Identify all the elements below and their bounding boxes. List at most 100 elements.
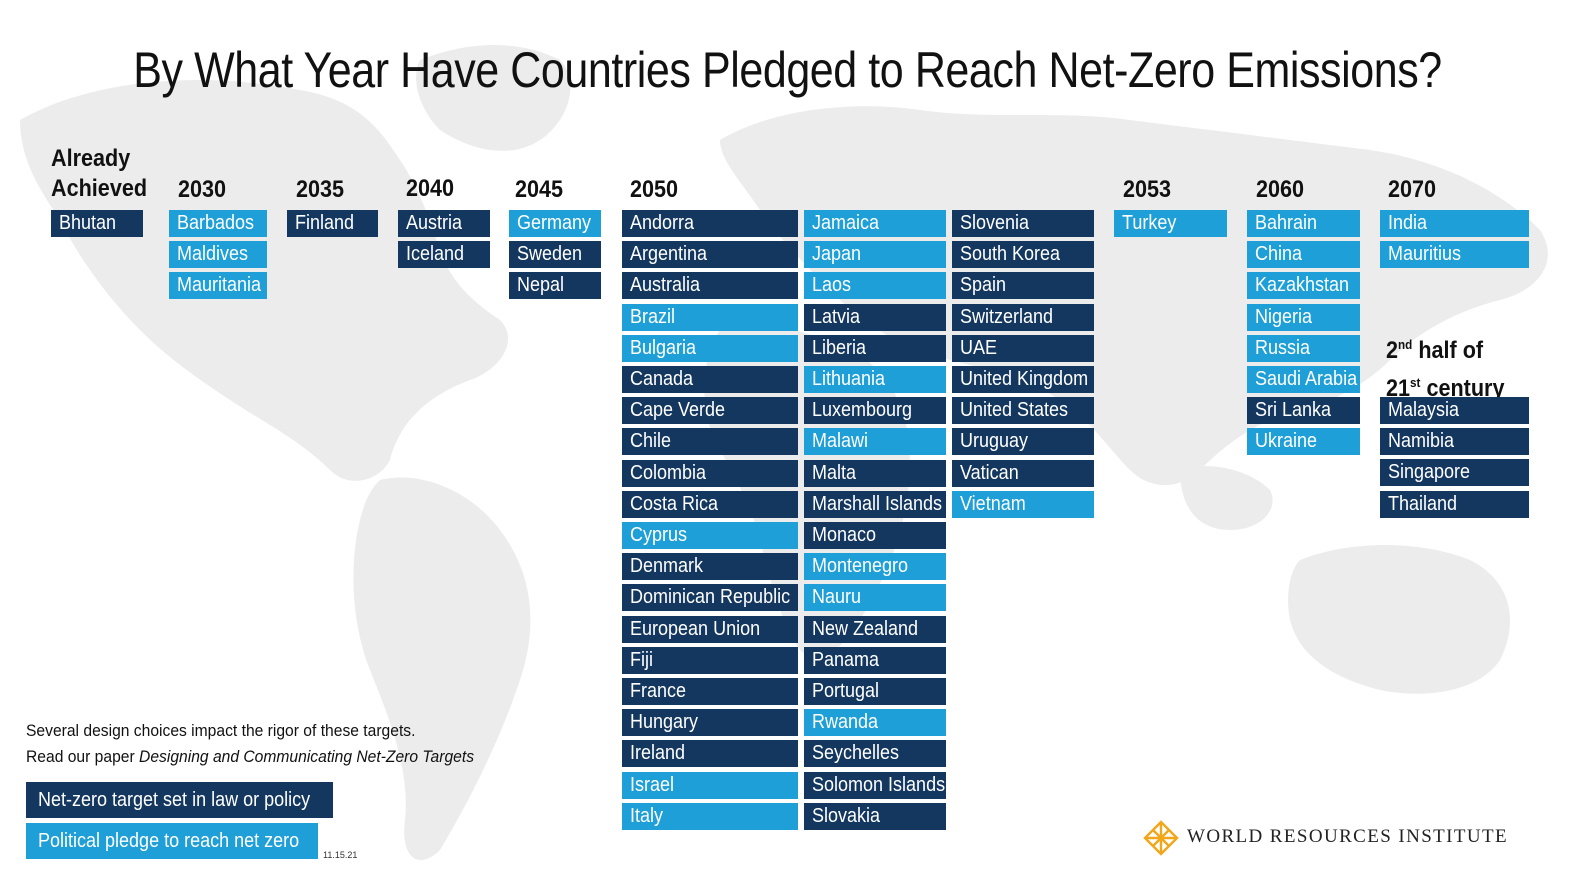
- country-name: United States: [960, 399, 1069, 422]
- country-name: Marshall Islands: [812, 492, 943, 515]
- country-name: Nepal: [517, 274, 565, 297]
- country-cell: Iceland: [398, 241, 490, 269]
- country-cell: Cape Verde: [622, 397, 798, 425]
- country-cell: Ireland: [622, 740, 798, 768]
- country-cell: Malaysia: [1380, 397, 1529, 424]
- country-name: Panama: [812, 648, 880, 671]
- country-cell: Monaco: [804, 522, 946, 549]
- header-second-half-century: 2nd half of 21st century: [1386, 337, 1505, 402]
- country-name: Vatican: [960, 461, 1019, 484]
- country-cell: Austria: [398, 210, 490, 237]
- country-name: Lithuania: [812, 368, 886, 390]
- country-name: Costa Rica: [630, 492, 719, 515]
- country-cell: Mauritius: [1380, 241, 1529, 269]
- country-name: Malawi: [812, 430, 869, 453]
- country-cell: Fiji: [622, 646, 798, 674]
- country-name: Sweden: [517, 243, 583, 266]
- country-cell: Latvia: [804, 303, 946, 331]
- country-name: New Zealand: [812, 617, 919, 640]
- country-name: Jamaica: [812, 212, 880, 234]
- country-cell: Costa Rica: [622, 490, 798, 518]
- country-cell: Marshall Islands: [804, 490, 946, 518]
- country-name: Solomon Islands: [812, 773, 946, 796]
- country-cell: Luxembourg: [804, 397, 946, 425]
- country-cell: Argentina: [622, 241, 798, 269]
- country-name: Fiji: [630, 648, 653, 671]
- wri-brand-name: WORLD RESOURCES INSTITUTE: [1187, 826, 1509, 847]
- country-name: Cape Verde: [630, 399, 726, 422]
- country-cell: Barbados: [169, 210, 267, 237]
- country-name: Nigeria: [1255, 305, 1313, 328]
- country-cell: Cyprus: [622, 522, 798, 549]
- country-name: Portugal: [812, 680, 880, 702]
- date-stamp: 11.15.21: [323, 850, 358, 860]
- country-name: Turkey: [1122, 212, 1177, 234]
- country-cell: European Union: [622, 615, 798, 643]
- country-name: Maldives: [177, 243, 249, 266]
- country-name: Nauru: [812, 586, 862, 609]
- country-name: Ukraine: [1255, 430, 1318, 453]
- country-name: Japan: [812, 243, 862, 266]
- country-name: Malaysia: [1388, 399, 1460, 421]
- header-2040: 2040: [406, 175, 455, 202]
- country-cell: Uruguay: [952, 428, 1094, 456]
- country-name: Italy: [630, 804, 664, 827]
- country-cell: Hungary: [622, 709, 798, 737]
- country-name: Australia: [630, 274, 701, 297]
- header-2035: 2035: [296, 176, 345, 203]
- page-title: By What Year Have Countries Pledged to R…: [133, 42, 1442, 98]
- country-name: United Kingdom: [960, 368, 1089, 390]
- country-cell: United States: [952, 397, 1094, 425]
- country-name: UAE: [960, 336, 998, 359]
- note-line-1: Several design choices impact the rigor …: [26, 721, 416, 740]
- header-2030: 2030: [178, 176, 227, 203]
- country-cell: Italy: [622, 802, 798, 830]
- country-name: Germany: [517, 212, 592, 234]
- country-name: Liberia: [812, 336, 867, 359]
- country-name: Malta: [812, 461, 857, 484]
- country-cell: Nauru: [804, 584, 946, 612]
- country-cell: Andorra: [622, 210, 798, 237]
- country-name: Chile: [630, 430, 672, 453]
- country-name: Andorra: [630, 212, 695, 234]
- country-cell: Slovenia: [952, 210, 1094, 237]
- country-name: France: [630, 680, 687, 702]
- country-cell: Liberia: [804, 334, 946, 362]
- country-name: Singapore: [1388, 461, 1471, 484]
- country-cell: Thailand: [1380, 490, 1529, 518]
- country-name: Argentina: [630, 243, 708, 266]
- country-name: Finland: [295, 212, 355, 234]
- country-name: Denmark: [630, 555, 704, 578]
- country-cell: Spain: [952, 272, 1094, 300]
- country-cell: Australia: [622, 272, 798, 300]
- country-cell: Jamaica: [804, 210, 946, 237]
- country-name: Slovakia: [812, 804, 881, 827]
- country-name: Latvia: [812, 305, 861, 328]
- legend-political-pledge: Political pledge to reach net zero: [26, 823, 318, 859]
- country-name: Slovenia: [960, 212, 1030, 234]
- country-cell: Singapore: [1380, 459, 1529, 487]
- country-cell: Solomon Islands: [804, 771, 946, 799]
- country-cell: Israel: [622, 771, 798, 799]
- country-cell: New Zealand: [804, 615, 946, 643]
- country-cell: United Kingdom: [952, 366, 1094, 393]
- country-cell: Chile: [622, 428, 798, 456]
- country-name: Ireland: [630, 742, 686, 765]
- country-cell: Saudi Arabia: [1247, 366, 1360, 393]
- country-cell: Lithuania: [804, 366, 946, 393]
- country-name: South Korea: [960, 243, 1061, 266]
- country-cell: Bhutan: [51, 210, 143, 237]
- country-name: Spain: [960, 274, 1007, 297]
- country-cell: Denmark: [622, 553, 798, 581]
- country-name: Barbados: [177, 212, 255, 234]
- header-already-achieved: Already Achieved: [51, 145, 148, 202]
- country-name: Namibia: [1388, 430, 1455, 453]
- country-cell: Rwanda: [804, 709, 946, 737]
- country-name: India: [1388, 212, 1428, 234]
- country-name: Israel: [630, 773, 675, 796]
- country-name: Iceland: [406, 243, 465, 266]
- header-2050: 2050: [630, 176, 679, 203]
- country-name: Montenegro: [812, 555, 909, 578]
- country-name: Dominican Republic: [630, 586, 791, 609]
- paper-link[interactable]: Designing and Communicating Net-Zero Tar…: [139, 747, 475, 766]
